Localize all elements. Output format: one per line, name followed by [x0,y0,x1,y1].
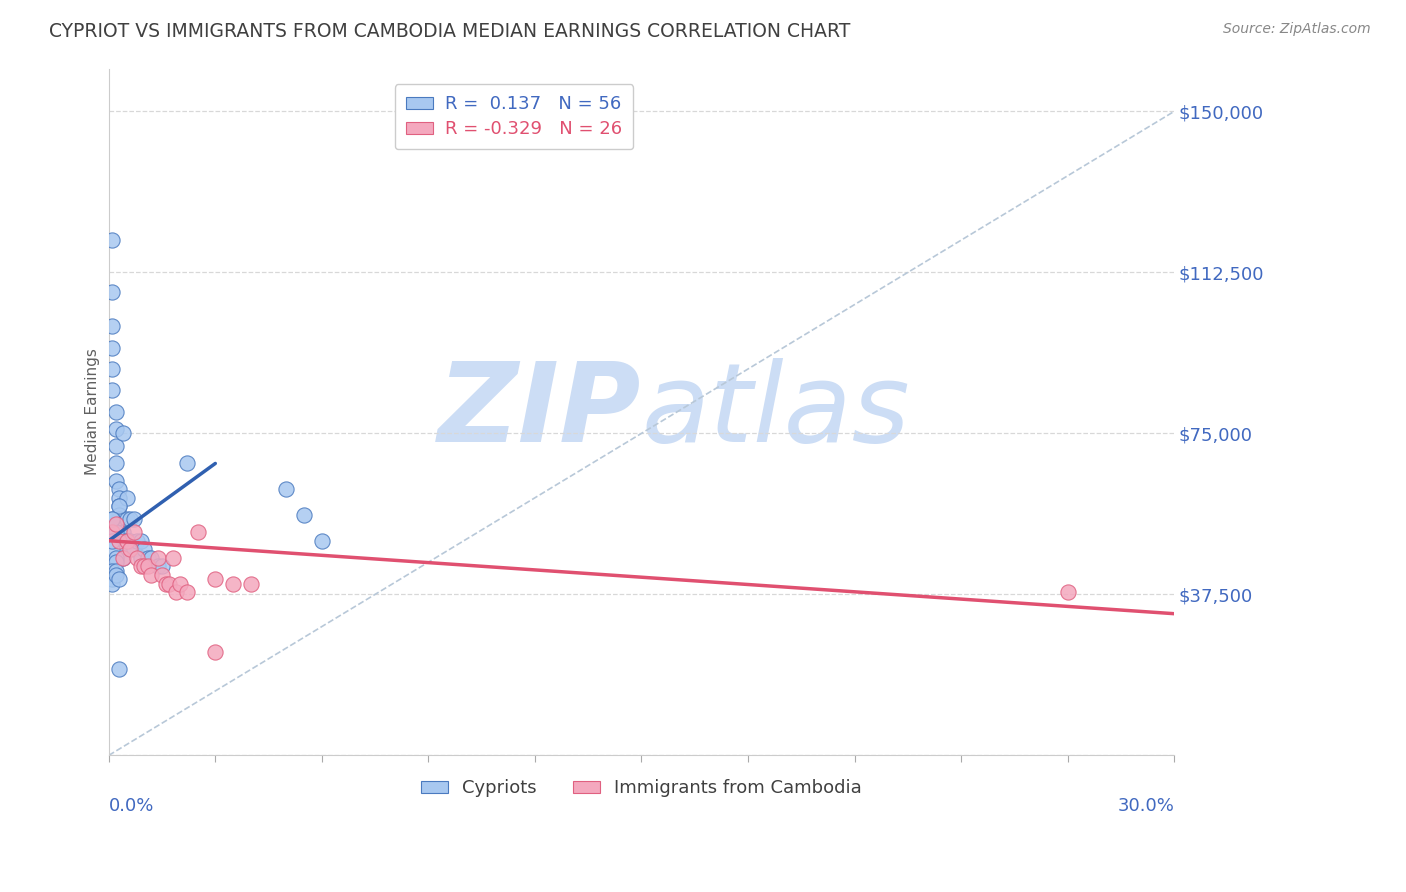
Point [104,525,127,540]
Point [239,576,262,591]
Point [101,512,124,526]
Point [120,542,142,557]
Point [111,550,134,565]
Point [111,426,134,441]
Point [104,550,127,565]
Point [176,585,198,599]
Point [127,550,149,565]
Point [104,439,127,453]
Point [115,512,138,526]
Point [108,500,131,514]
Point [120,533,142,548]
Point [101,285,124,299]
Point [122,542,145,557]
Point [101,384,124,398]
Point [101,525,124,540]
Point [104,457,127,471]
Point [101,564,124,578]
Point [1056,585,1078,599]
Point [111,525,134,540]
Point [108,482,131,496]
Point [108,491,131,505]
Text: CYPRIOT VS IMMIGRANTS FROM CAMBODIA MEDIAN EARNINGS CORRELATION CHART: CYPRIOT VS IMMIGRANTS FROM CAMBODIA MEDI… [49,22,851,41]
Point [129,559,152,574]
Point [127,533,149,548]
Point [104,474,127,488]
Point [104,422,127,436]
Point [108,533,131,548]
Point [276,482,298,496]
Point [115,533,138,548]
Point [136,550,159,565]
Point [141,550,163,565]
Point [101,542,124,557]
Point [108,521,131,535]
Point [176,457,198,471]
Point [104,516,127,531]
Point [187,525,209,540]
Point [108,508,131,522]
Point [101,512,124,526]
Point [104,555,127,569]
Point [129,533,152,548]
Point [101,362,124,376]
Point [204,645,226,659]
Point [134,542,156,557]
Point [108,663,131,677]
Point [104,405,127,419]
Point [148,550,170,565]
Text: 0.0%: 0.0% [108,797,155,814]
Point [104,568,127,582]
Text: Source: ZipAtlas.com: Source: ZipAtlas.com [1223,22,1371,37]
Point [101,533,124,548]
Point [162,550,184,565]
Point [122,512,145,526]
Point [108,572,131,586]
Point [292,508,315,522]
Point [222,576,245,591]
Point [165,585,187,599]
Point [150,559,173,574]
Point [129,550,152,565]
Point [115,533,138,548]
Text: ZIP: ZIP [437,359,641,466]
Point [204,572,226,586]
Point [101,233,124,247]
Legend: Cypriots, Immigrants from Cambodia: Cypriots, Immigrants from Cambodia [413,772,869,805]
Point [115,491,138,505]
Point [136,559,159,574]
Point [111,533,134,548]
Point [169,576,191,591]
Point [101,576,124,591]
Point [101,572,124,586]
Y-axis label: Median Earnings: Median Earnings [86,349,100,475]
Point [104,564,127,578]
Point [157,576,180,591]
Text: atlas: atlas [641,359,910,466]
Point [120,512,142,526]
Point [108,500,131,514]
Point [108,512,131,526]
Point [150,568,173,582]
Point [141,568,163,582]
Point [155,576,177,591]
Point [101,319,124,334]
Text: 30.0%: 30.0% [1118,797,1174,814]
Point [111,550,134,565]
Point [311,533,333,548]
Point [122,525,145,540]
Point [111,542,134,557]
Point [134,559,156,574]
Point [101,341,124,355]
Point [148,559,170,574]
